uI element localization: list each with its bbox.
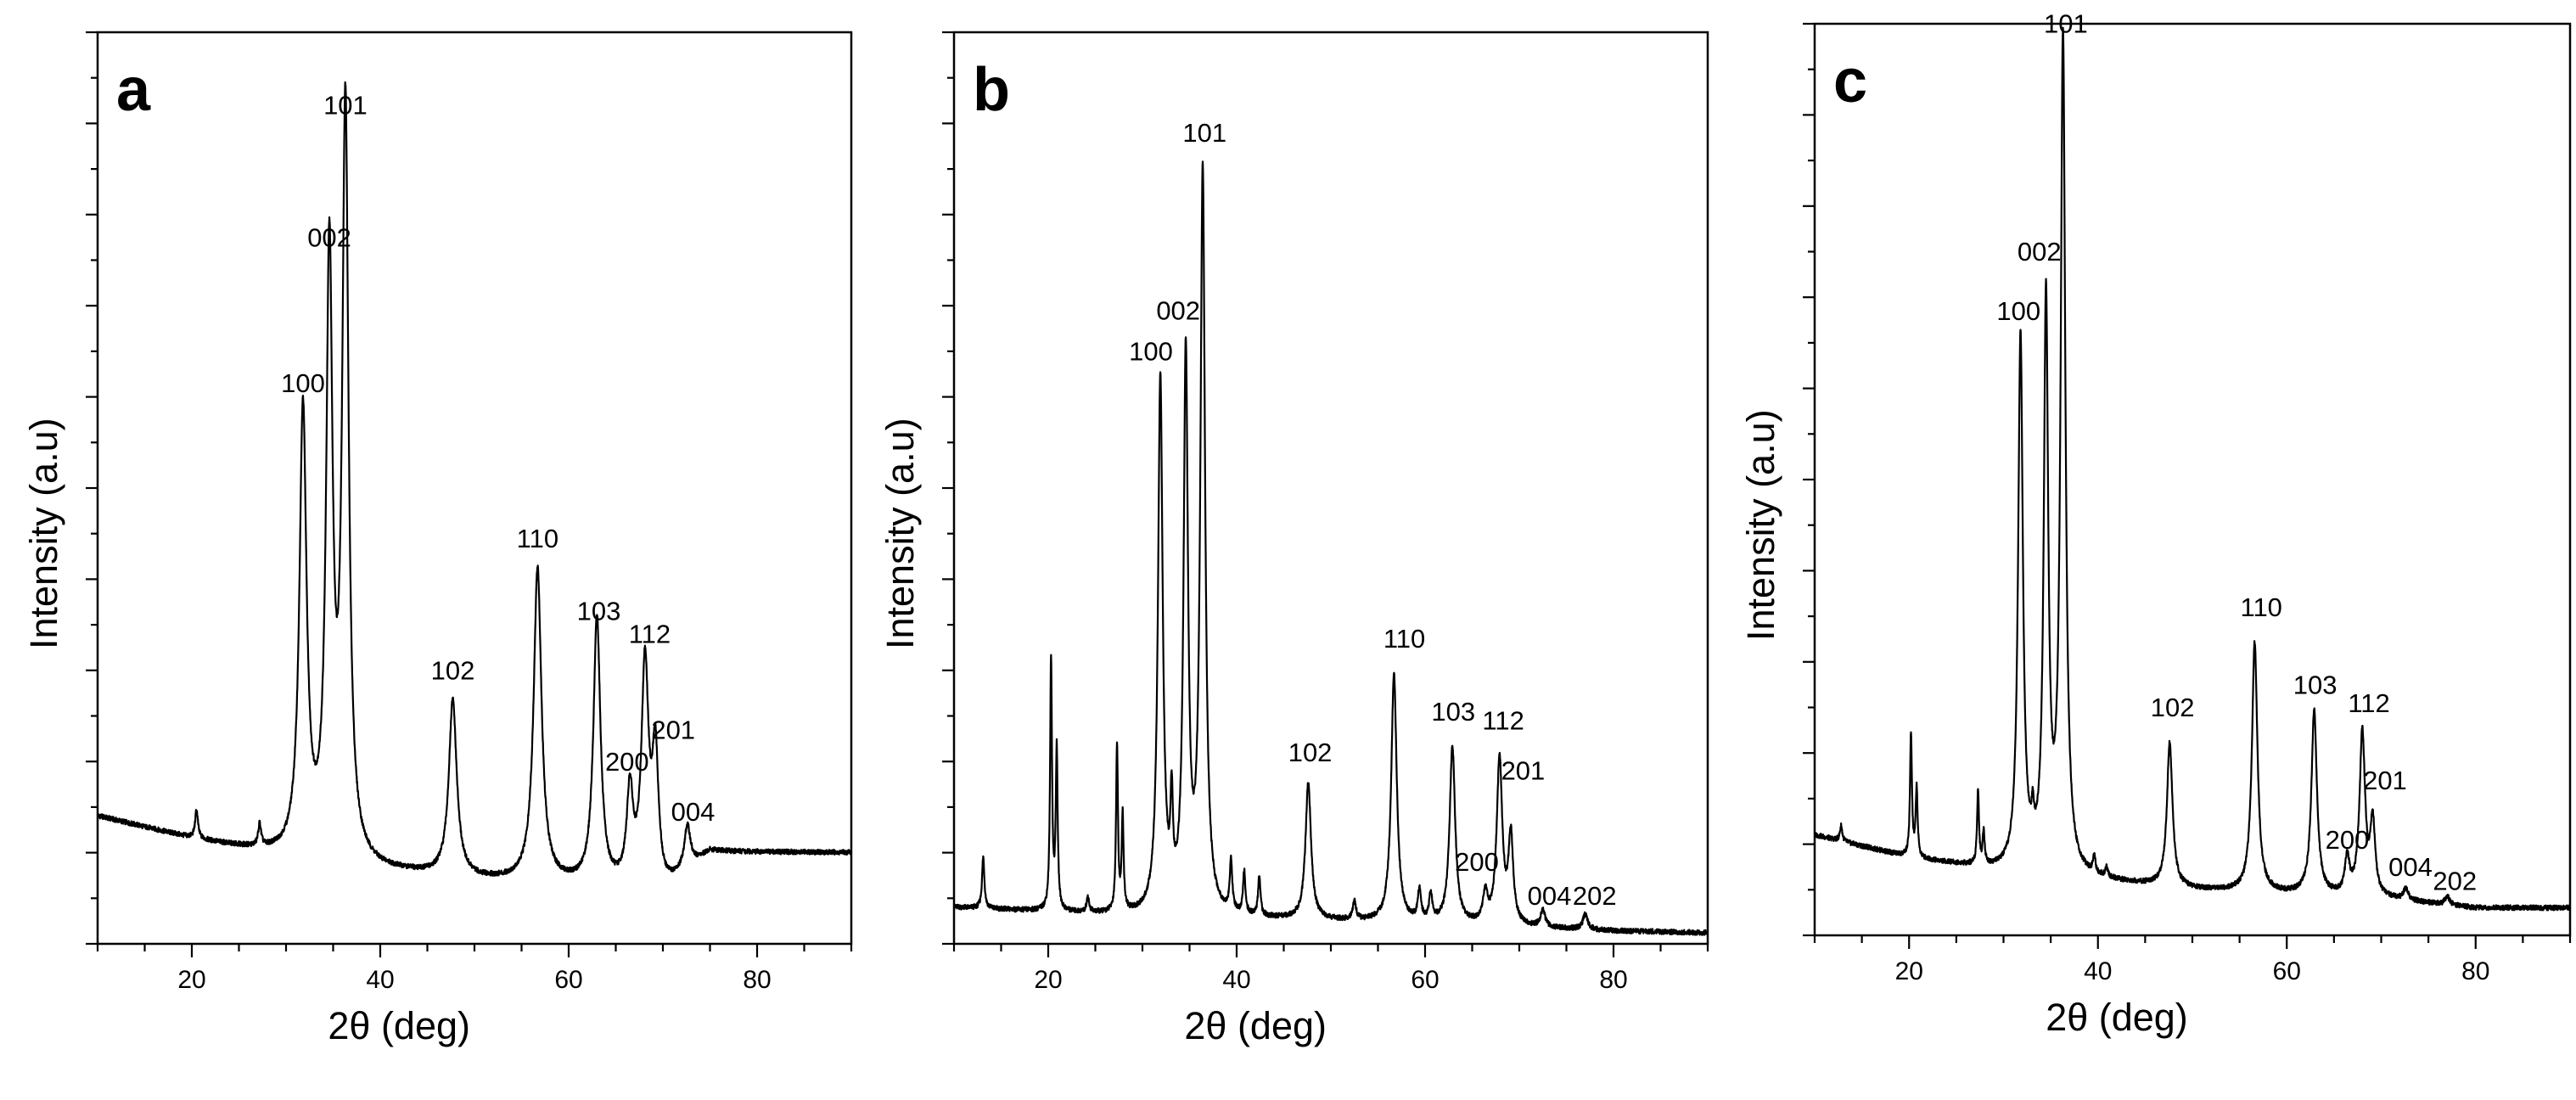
- x-tick-label: 60: [554, 966, 582, 994]
- peak-label-202: 202: [1573, 881, 1617, 911]
- peak-label-201: 201: [1501, 756, 1546, 786]
- plot-frame: [952, 31, 1709, 946]
- xrd-trace: [954, 160, 1708, 936]
- peak-label-004: 004: [671, 797, 716, 827]
- peak-label-112: 112: [1482, 706, 1524, 736]
- peak-label-103: 103: [1431, 697, 1475, 727]
- peak-label-202: 202: [2433, 866, 2477, 895]
- peak-label-102: 102: [431, 656, 475, 686]
- xrd-chart-b: 20 40 60 80 100 002 101 102 110 103 112 200 201 004 20…: [878, 31, 1709, 1047]
- peak-label-200: 200: [1455, 847, 1499, 877]
- peak-label-004: 004: [1528, 881, 1572, 911]
- peak-label-110: 110: [1383, 624, 1425, 654]
- peak-label-103: 103: [577, 597, 621, 626]
- peak-label-201: 201: [651, 715, 695, 744]
- peak-label-200: 200: [605, 747, 649, 777]
- xrd-chart-c: 20 40 60 80 100 002 101 102 110 103 112 200 201 004 20…: [1739, 9, 2572, 1039]
- plot-frame: [1813, 22, 2572, 937]
- y-axis-title: Intensity (a.u): [1739, 409, 1782, 641]
- peak-label-002: 002: [2018, 237, 2062, 267]
- peak-label-110: 110: [517, 524, 558, 553]
- x-tick-label: 60: [2273, 957, 2301, 985]
- x-tick-label: 40: [1222, 966, 1250, 994]
- x-tick-label: 60: [1411, 966, 1439, 994]
- x-axis-title: 2θ (deg): [328, 1004, 470, 1047]
- x-tick-label: 40: [366, 966, 394, 994]
- peak-label-002: 002: [1156, 295, 1200, 325]
- peak-label-002: 002: [307, 222, 351, 252]
- xrd-trace: [98, 81, 851, 877]
- chart-panel-a: 20 40 60 80 100 002 101 102 110 103 112 200 201 004 a 2…: [0, 0, 857, 1100]
- x-tick-label: 20: [1895, 957, 1923, 985]
- x-tick-label: 80: [743, 966, 771, 994]
- peak-label-101: 101: [1182, 118, 1226, 148]
- peak-label-200: 200: [2326, 825, 2370, 855]
- x-axis-title: 2θ (deg): [1184, 1004, 1327, 1047]
- peak-label-100: 100: [281, 368, 325, 398]
- peak-label-201: 201: [2363, 766, 2407, 795]
- peak-label-101: 101: [323, 91, 368, 121]
- peak-label-004: 004: [2388, 852, 2433, 882]
- y-axis-title: Intensity (a.u): [878, 418, 922, 649]
- x-tick-label: 80: [2461, 957, 2489, 985]
- peak-label-102: 102: [1288, 738, 1333, 767]
- xrd-trace: [1815, 26, 2570, 912]
- x-tick-label: 20: [177, 966, 205, 994]
- peak-label-112: 112: [629, 620, 671, 649]
- x-tick-label: 20: [1034, 966, 1062, 994]
- peak-label-102: 102: [2151, 693, 2195, 722]
- chart-panel-b: 20 40 60 80 100 002 101 102 110 103 112 200 201 004 20…: [857, 0, 1715, 1100]
- peak-label-103: 103: [2293, 670, 2337, 699]
- peak-label-100: 100: [1996, 296, 2040, 326]
- panel-letter: c: [1833, 48, 1867, 115]
- peak-label-100: 100: [1129, 337, 1173, 367]
- y-axis-title: Intensity (a.u): [22, 418, 65, 649]
- plot-frame: [96, 31, 853, 946]
- panel-letter: a: [116, 56, 151, 124]
- peak-label-112: 112: [2348, 688, 2389, 718]
- chart-panel-c: 20 40 60 80 100 002 101 102 110 103 112 200 201 004 20…: [1715, 0, 2576, 1100]
- panel-letter: b: [973, 56, 1010, 124]
- peak-label-110: 110: [2241, 592, 2282, 622]
- x-tick-label: 80: [1599, 966, 1627, 994]
- peak-label-101: 101: [2044, 9, 2088, 39]
- x-axis-title: 2θ (deg): [2046, 996, 2188, 1039]
- x-tick-label: 40: [2084, 957, 2112, 985]
